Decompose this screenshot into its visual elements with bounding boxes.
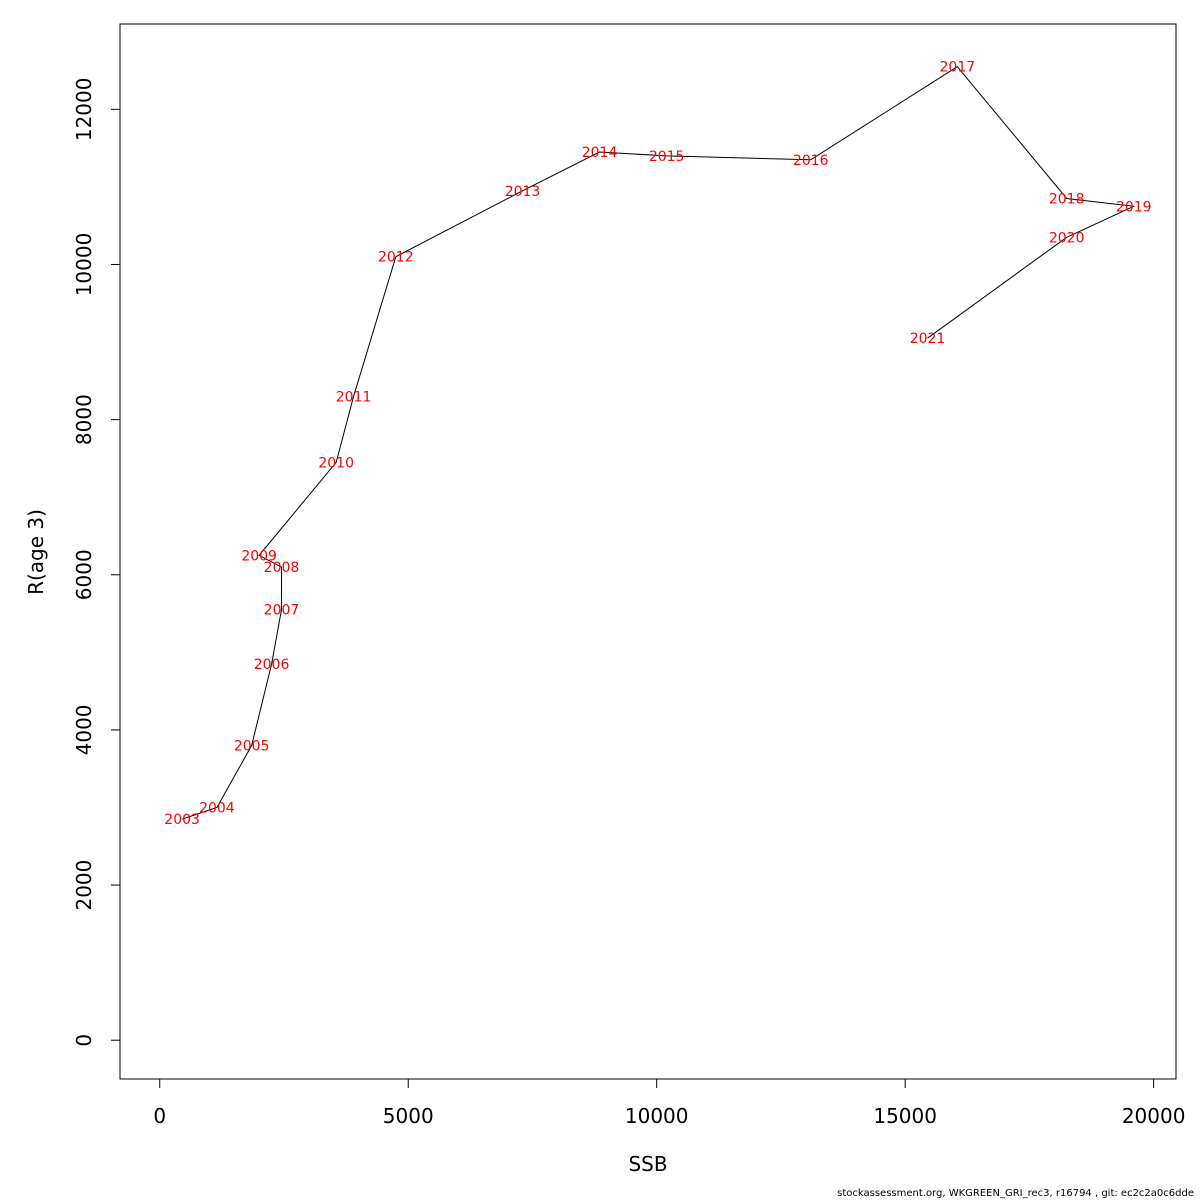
- point-label: 2020: [1049, 230, 1085, 246]
- point-label: 2009: [241, 548, 277, 564]
- point-label: 2014: [582, 145, 618, 161]
- point-label: 2005: [234, 738, 270, 754]
- x-tick-label: 10000: [625, 1104, 689, 1128]
- point-label: 2017: [940, 60, 976, 76]
- point-label: 2003: [164, 812, 200, 828]
- point-label: 2004: [199, 800, 235, 816]
- footer-note: stockassessment.org, WKGREEN_GRI_rec3, r…: [837, 1188, 1194, 1199]
- y-tick-label: 10000: [72, 233, 96, 297]
- point-label: 2007: [264, 603, 300, 619]
- point-label: 2012: [378, 250, 414, 266]
- point-label: 2021: [910, 331, 946, 347]
- y-tick-label: 0: [72, 1034, 96, 1047]
- x-axis-title: SSB: [628, 1152, 667, 1176]
- point-label: 2011: [336, 389, 372, 405]
- point-label: 2010: [318, 455, 354, 471]
- y-tick-label: 4000: [72, 704, 96, 755]
- y-tick-label: 6000: [72, 549, 96, 600]
- point-label: 2016: [793, 153, 829, 169]
- point-label: 2018: [1049, 192, 1085, 208]
- x-tick-label: 15000: [873, 1104, 937, 1128]
- y-axis: 0 2000 4000 6000 8000 10000 12000: [72, 78, 121, 1047]
- y-axis-title: R(age 3): [24, 509, 48, 595]
- point-label: 2019: [1116, 199, 1152, 215]
- plot-frame: [119, 23, 1177, 1080]
- y-tick-label: 8000: [72, 394, 96, 445]
- x-tick-label: 20000: [1122, 1104, 1186, 1128]
- point-label: 2015: [649, 149, 685, 165]
- x-tick-label: 0: [153, 1104, 166, 1128]
- x-axis: 0 5000 10000 15000 20000: [153, 1078, 1186, 1128]
- y-tick-label: 2000: [72, 860, 96, 911]
- y-tick-label: 12000: [72, 78, 96, 142]
- series-line: [181, 66, 1136, 820]
- x-tick-label: 5000: [383, 1104, 434, 1128]
- point-label: 2013: [505, 184, 541, 200]
- point-label: 2006: [254, 657, 290, 673]
- point-label: 2008: [264, 560, 300, 576]
